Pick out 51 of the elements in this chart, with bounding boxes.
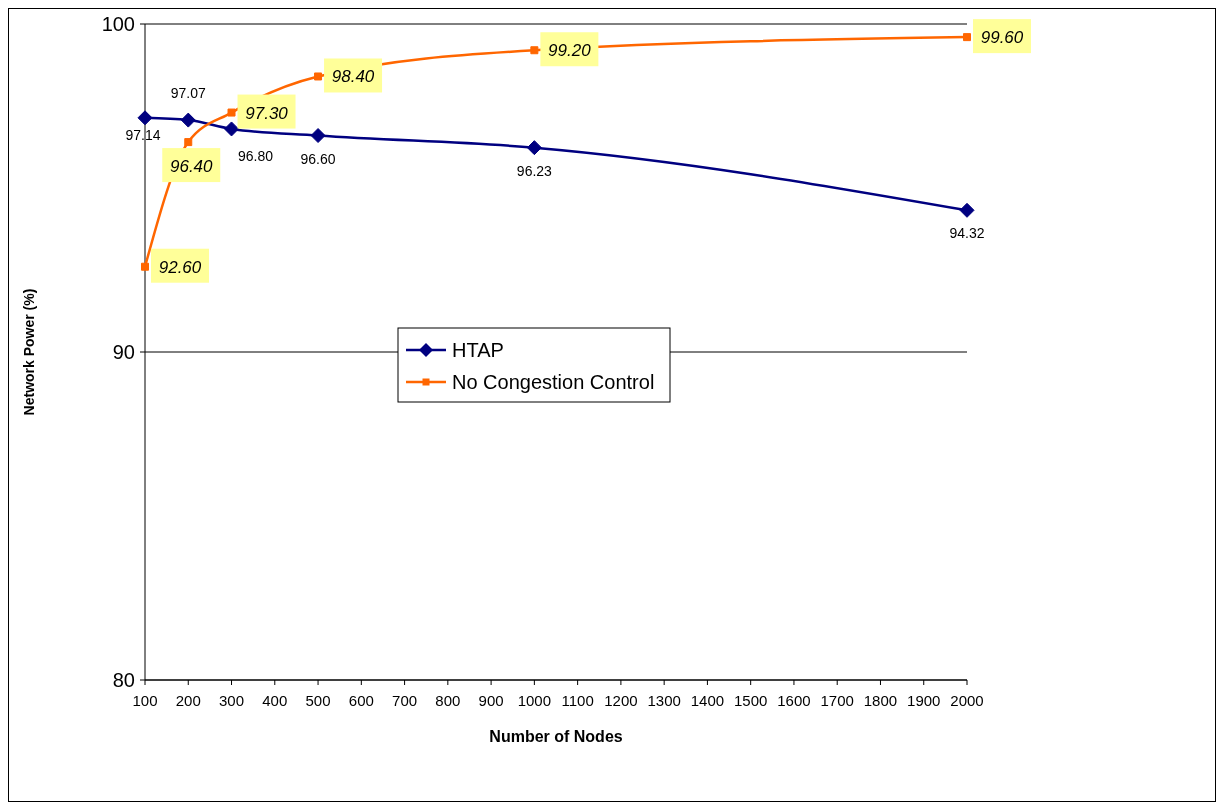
x-tick-label: 1600 — [777, 692, 811, 709]
x-tick-label: 600 — [348, 692, 374, 709]
point — [530, 46, 539, 55]
x-tick-label: 400 — [262, 692, 288, 709]
data-label: 99.60 — [980, 28, 1024, 48]
x-tick-label: 1100 — [561, 692, 594, 709]
x-tick-label: 300 — [219, 692, 245, 709]
y-tick-label: 80 — [112, 669, 135, 691]
point — [224, 121, 240, 137]
data-label: 96.23 — [516, 162, 553, 179]
point — [141, 262, 149, 271]
y-axis-title: Network Power (%) — [21, 288, 37, 416]
data-label: 97.07 — [170, 85, 206, 102]
data-label: 94.32 — [949, 225, 985, 242]
x-tick-label: 1900 — [907, 692, 941, 709]
data-label: 97.30 — [245, 103, 289, 123]
x-tick-label: 1200 — [604, 692, 638, 709]
x-tick-label: 800 — [435, 692, 461, 709]
legend-label: No Congestion Control — [452, 371, 655, 393]
x-tick-label: 1500 — [734, 692, 768, 709]
x-tick-label: 700 — [392, 692, 418, 709]
point — [959, 202, 975, 218]
x-tick-label: 500 — [305, 692, 331, 709]
data-label: 99.20 — [548, 41, 592, 61]
data-label: 92.60 — [158, 257, 202, 277]
x-tick-label: 1400 — [690, 692, 725, 709]
x-tick-label: 1800 — [863, 692, 898, 709]
x-tick-label: 900 — [478, 692, 504, 709]
point — [180, 112, 196, 128]
data-label: 98.40 — [331, 67, 375, 87]
x-tick-label: 100 — [132, 692, 158, 709]
x-tick-label: 1000 — [517, 692, 552, 709]
legend-label: HTAP — [452, 339, 504, 361]
data-label: 97.14 — [125, 126, 161, 143]
x-tick-label: 2000 — [950, 692, 984, 709]
point — [963, 33, 971, 42]
data-label: 96.80 — [238, 147, 274, 164]
point — [184, 138, 193, 147]
point — [310, 128, 326, 144]
data-label: 96.40 — [169, 157, 214, 177]
point — [227, 108, 236, 117]
point — [137, 110, 153, 126]
x-tick-label: 200 — [175, 692, 201, 709]
data-label: 96.60 — [300, 150, 336, 167]
x-tick-label: 1300 — [647, 692, 681, 709]
point — [526, 140, 542, 156]
y-tick-label: 90 — [112, 341, 135, 363]
x-tick-label: 1700 — [820, 692, 854, 709]
point — [314, 72, 323, 81]
x-axis-title: Number of Nodes — [489, 728, 623, 745]
y-tick-label: 100 — [101, 13, 135, 35]
